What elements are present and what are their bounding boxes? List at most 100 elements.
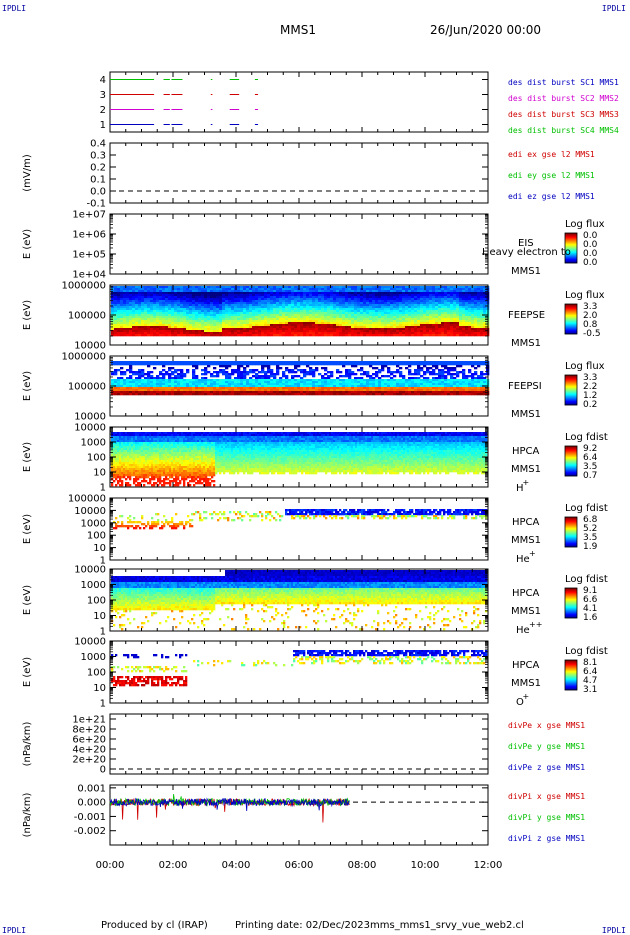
- p4-cell: [228, 316, 231, 318]
- p5-cell: [423, 365, 426, 367]
- p4-cell: [192, 306, 195, 308]
- p4-cell: [237, 292, 240, 294]
- p4-cell: [132, 298, 135, 300]
- p4-cell: [207, 318, 210, 320]
- p4-cell: [366, 296, 369, 298]
- p4-cell: [177, 288, 180, 290]
- p4-cell: [480, 316, 483, 318]
- p4-cell: [366, 298, 369, 300]
- p5-cell: [243, 371, 246, 373]
- p5-cell: [243, 379, 246, 381]
- p4-cell: [315, 314, 318, 316]
- p5-cell: [297, 391, 300, 393]
- p4-cell: [135, 308, 138, 310]
- p5-cell: [276, 363, 279, 365]
- p4-cell: [300, 316, 303, 318]
- p4-cell: [195, 318, 198, 320]
- p4-cell: [270, 286, 273, 288]
- p4-cell: [414, 324, 417, 326]
- p5-cell: [219, 383, 222, 385]
- p5-cell: [240, 383, 243, 385]
- p4-cell: [339, 332, 342, 334]
- p4-cell: [336, 314, 339, 316]
- p4-cell: [144, 314, 147, 316]
- p4-cell: [435, 308, 438, 310]
- p5-cell: [207, 379, 210, 381]
- p5-cell: [234, 363, 237, 365]
- p4-cell: [426, 328, 429, 330]
- p4-cell: [258, 296, 261, 298]
- p4-cell: [465, 288, 468, 290]
- p5-cell: [204, 391, 207, 393]
- p4-cell: [117, 298, 120, 300]
- p5-cell: [270, 361, 273, 363]
- p4-cell: [426, 302, 429, 304]
- p4-cell: [138, 298, 141, 300]
- p4-cell: [210, 322, 213, 324]
- p4-cell: [450, 328, 453, 330]
- p4-cell: [375, 316, 378, 318]
- p5-cell: [414, 391, 417, 393]
- p4-cell: [252, 324, 255, 326]
- p5-cell: [267, 393, 270, 395]
- p5-cell: [315, 369, 318, 371]
- p4-cell: [312, 312, 315, 314]
- p4-cell: [129, 328, 132, 330]
- p4-cell: [228, 334, 231, 336]
- p4-cell: [204, 300, 207, 302]
- p4-cell: [291, 324, 294, 326]
- p4-cell: [249, 322, 252, 324]
- p5-cell: [339, 383, 342, 385]
- p5-cell: [219, 361, 222, 363]
- p5-cell: [387, 381, 390, 383]
- p4-cell: [372, 302, 375, 304]
- p4-cell: [270, 328, 273, 330]
- p4-cell: [291, 310, 294, 312]
- p4-cell: [111, 298, 114, 300]
- p4-cell: [306, 298, 309, 300]
- p5-cell: [414, 381, 417, 383]
- p4-cell: [144, 316, 147, 318]
- p4-cell: [237, 334, 240, 336]
- p4-cell: [375, 300, 378, 302]
- p5-cell: [168, 367, 171, 369]
- p4-cell: [480, 328, 483, 330]
- p4-cell: [387, 310, 390, 312]
- p5-cell: [240, 377, 243, 379]
- p4-cell: [354, 320, 357, 322]
- p5-cell: [300, 389, 303, 391]
- p5-cell: [189, 385, 192, 387]
- p4-cell: [177, 332, 180, 334]
- p4-cell: [354, 300, 357, 302]
- p5-cell: [210, 361, 213, 363]
- p4-cell: [345, 292, 348, 294]
- p4-cell: [384, 304, 387, 306]
- p4-cell: [276, 324, 279, 326]
- p5-cell: [360, 367, 363, 369]
- p4-cell: [273, 310, 276, 312]
- p4-cell: [432, 304, 435, 306]
- p5-cell: [306, 361, 309, 363]
- p4-cell: [444, 314, 447, 316]
- p4-cell: [180, 306, 183, 308]
- p4-cell: [333, 316, 336, 318]
- p4-cell: [318, 290, 321, 292]
- p5-cell: [405, 391, 408, 393]
- p4-cell: [210, 300, 213, 302]
- p4-cell: [354, 292, 357, 294]
- p5-cell: [174, 391, 177, 393]
- p4-cell: [399, 334, 402, 336]
- p4-cell: [225, 316, 228, 318]
- p5-cell: [279, 383, 282, 385]
- p5-cell: [234, 393, 237, 395]
- p5-cell: [321, 391, 324, 393]
- p5-cell: [357, 369, 360, 371]
- p5-cell: [360, 377, 363, 379]
- p4-cell: [228, 286, 231, 288]
- p5-cell: [120, 383, 123, 385]
- p4-cell: [354, 328, 357, 330]
- p4-cell: [237, 288, 240, 290]
- p4-cell: [369, 294, 372, 296]
- p5-cell: [228, 391, 231, 393]
- p1-ytick-label: 2: [100, 105, 106, 116]
